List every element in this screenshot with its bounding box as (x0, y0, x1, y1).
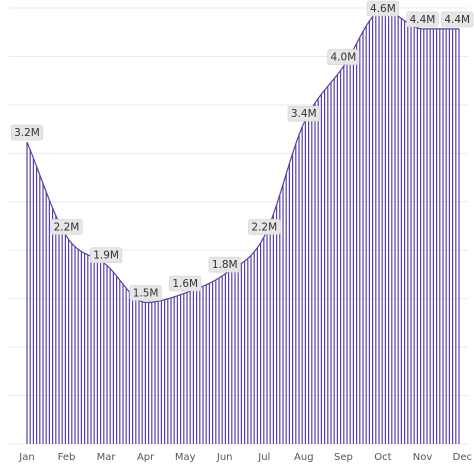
data-label-box (169, 275, 202, 292)
x-tick-label: Oct (374, 452, 391, 463)
data-label: 1.9M (90, 247, 123, 263)
data-label-text: 4.0M (331, 52, 357, 64)
x-tick-label: Jun (216, 452, 233, 463)
x-tick-label: Aug (294, 452, 314, 463)
data-label-text: 4.4M (410, 14, 436, 26)
data-label: 2.2M (248, 219, 281, 235)
x-tick-label: Apr (137, 452, 155, 463)
data-label-box (90, 247, 123, 263)
data-label-box (129, 285, 162, 301)
x-tick-label: Mar (97, 452, 117, 463)
data-label: 1.6M (169, 275, 202, 292)
data-label-text: 1.6M (172, 278, 198, 290)
data-label-box (208, 256, 241, 273)
data-label: 3.2M (10, 124, 44, 141)
data-label: 1.8M (208, 256, 241, 273)
bars (26, 10, 460, 444)
data-label-box (327, 49, 360, 65)
x-tick-label: Jan (18, 452, 34, 463)
x-tick-label: Sep (334, 452, 353, 463)
data-label-box (287, 105, 320, 122)
data-label-text: 3.2M (14, 127, 40, 139)
data-label: 3.4M (287, 105, 320, 122)
data-label-text: 1.5M (133, 288, 159, 300)
x-axis-ticks: Jan Feb Mar Apr May Jun Jul Aug Sep Oct Nov Dec (18, 452, 472, 463)
data-label-text: 1.9M (93, 250, 119, 262)
x-tick-label: Nov (413, 452, 433, 463)
data-label: 4.4M (441, 11, 474, 28)
data-label-box (248, 219, 281, 235)
data-label: 4.6M (366, 0, 400, 17)
data-label-text: 4.4M (444, 14, 470, 26)
data-label: 2.2M (50, 219, 83, 235)
data-label: 1.5M (129, 285, 162, 301)
data-label-text: 2.2M (251, 221, 277, 233)
data-label-text: 4.6M (370, 3, 396, 15)
data-labels: 3.2M 2.2M 1.9M 1.5M 1.6M 1.8M 2.2M 3.4M 4.0M 4.6M… (10, 0, 474, 301)
x-tick-label: Feb (58, 452, 76, 463)
data-label-box (366, 0, 400, 17)
data-label: 4.4M (406, 11, 439, 28)
x-tick-label: Dec (453, 452, 472, 463)
data-label-text: 1.8M (212, 259, 238, 271)
data-label-box (406, 11, 439, 28)
data-label-box (50, 219, 83, 235)
x-tick-label: May (175, 452, 196, 463)
data-label-box (10, 124, 44, 141)
data-label-text: 2.2M (54, 221, 80, 233)
data-label-text: 3.4M (291, 108, 317, 120)
data-label: 4.0M (327, 49, 360, 65)
x-tick-label: Jul (257, 452, 270, 463)
data-label-box (441, 11, 474, 28)
